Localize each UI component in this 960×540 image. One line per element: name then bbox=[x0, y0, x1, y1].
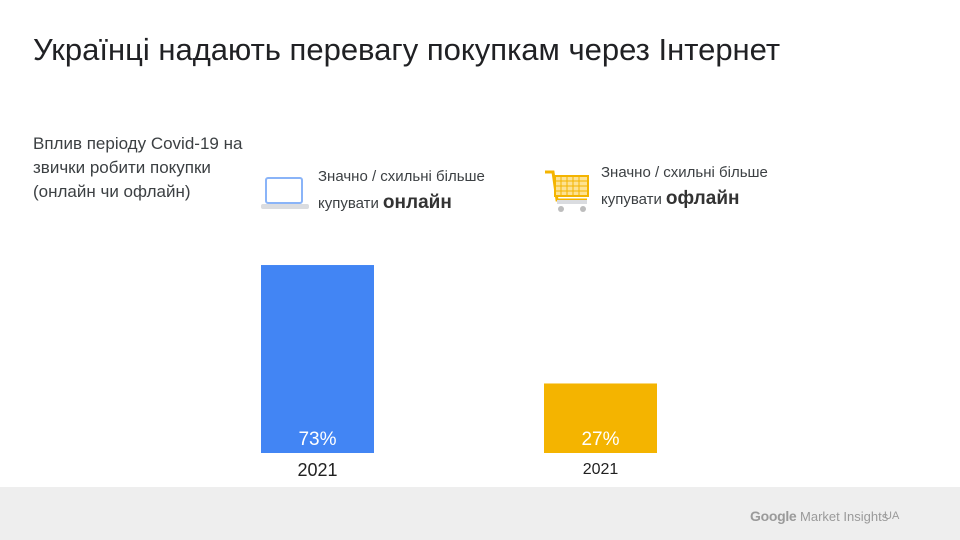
bar-1 bbox=[544, 383, 657, 453]
shopping-cart-icon bbox=[545, 170, 589, 212]
category-label-0: 2021 bbox=[297, 460, 337, 480]
legend-offline-line2: купувати bbox=[601, 191, 662, 208]
page-title: Українці надають перевагу покупкам через… bbox=[33, 32, 781, 67]
data-label-0: 73% bbox=[298, 429, 336, 450]
region-label: UA bbox=[884, 510, 900, 522]
footer bbox=[0, 487, 960, 540]
category-label-1: 2021 bbox=[583, 461, 619, 478]
chart-subtitle: Вплив періоду Covid-19 на звички робити … bbox=[33, 134, 243, 201]
legend-offline-line1: Значно / схильні більше bbox=[601, 164, 768, 181]
legend-online-line1: Значно / схильні більше bbox=[318, 168, 485, 185]
legend-online-bold: онлайн bbox=[382, 192, 452, 213]
google-market-insights-logo: Google Market Insights bbox=[750, 508, 889, 524]
legend-online: Значно / схильні більше купувати онлайн bbox=[318, 164, 485, 217]
laptop-icon bbox=[261, 177, 309, 209]
legend-offline-bold: офлайн bbox=[665, 188, 740, 209]
data-label-1: 27% bbox=[581, 429, 619, 450]
legend-online-line2: купувати bbox=[318, 195, 379, 212]
bar-0 bbox=[261, 265, 374, 453]
bar-chart: 73% 2021 27% 2021 bbox=[261, 265, 657, 480]
legend-offline: Значно / схильні більше купувати офлайн bbox=[601, 160, 768, 213]
